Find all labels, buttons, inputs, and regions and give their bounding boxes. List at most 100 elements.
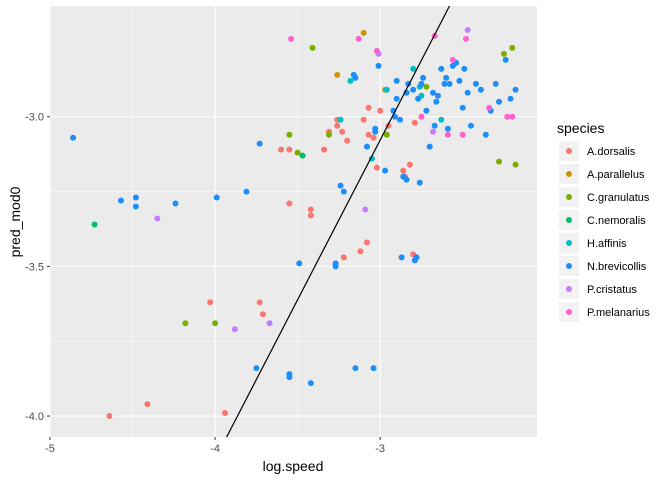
point-n-brevicollis — [340, 188, 347, 195]
point-c-granulatus — [509, 44, 516, 51]
point-n-brevicollis — [512, 86, 519, 93]
point-n-brevicollis — [423, 107, 430, 114]
panel-background — [50, 6, 537, 437]
point-p-melanarius — [288, 35, 295, 42]
point-h-affinis — [438, 116, 445, 123]
point-n-brevicollis — [496, 98, 503, 105]
point-n-brevicollis — [410, 86, 417, 93]
point-n-brevicollis — [441, 80, 448, 87]
y-axis-title: pred_mod0 — [7, 186, 23, 257]
point-a-dorsalis — [286, 146, 293, 153]
point-n-brevicollis — [352, 365, 359, 372]
point-n-brevicollis — [393, 77, 400, 84]
y-tick-label: -3.0 — [25, 112, 44, 124]
point-c-granulatus — [182, 320, 189, 327]
point-n-brevicollis — [213, 194, 220, 201]
point-a-dorsalis — [144, 401, 151, 408]
point-n-brevicollis — [431, 122, 438, 129]
point-a-dorsalis — [307, 206, 314, 213]
point-h-affinis — [347, 77, 354, 84]
point-c-granulatus — [212, 320, 219, 327]
point-a-dorsalis — [411, 119, 418, 126]
point-n-brevicollis — [253, 365, 260, 372]
point-p-cristatus — [464, 26, 471, 33]
point-n-brevicollis — [443, 74, 450, 81]
point-a-dorsalis — [256, 299, 263, 306]
point-n-brevicollis — [418, 80, 425, 87]
point-p-melanarius — [449, 56, 456, 63]
point-n-brevicollis — [464, 89, 471, 96]
point-p-cristatus — [429, 128, 436, 135]
point-p-melanarius — [504, 113, 511, 120]
point-a-dorsalis — [406, 161, 413, 168]
legend-swatch-p-melanarius — [566, 309, 572, 315]
point-n-brevicollis — [296, 260, 303, 267]
point-n-brevicollis — [420, 74, 427, 81]
point-p-melanarius — [355, 35, 362, 42]
point-n-brevicollis — [502, 56, 509, 63]
point-n-brevicollis — [434, 92, 441, 99]
point-a-dorsalis — [321, 146, 328, 153]
legend-swatch-c-nemoralis — [566, 217, 572, 223]
point-c-granulatus — [309, 44, 316, 51]
point-c-granulatus — [423, 83, 430, 90]
point-n-brevicollis — [132, 194, 139, 201]
point-c-granulatus — [496, 158, 503, 165]
point-n-brevicollis — [456, 77, 463, 84]
point-n-brevicollis — [507, 95, 514, 102]
point-a-dorsalis — [278, 146, 285, 153]
point-a-dorsalis — [370, 134, 377, 141]
point-n-brevicollis — [70, 134, 77, 141]
legend-label-h-affinis: H.affinis — [587, 238, 627, 250]
point-p-melanarius — [463, 35, 470, 42]
point-a-dorsalis — [259, 311, 266, 318]
point-a-dorsalis — [334, 122, 341, 129]
point-p-cristatus — [231, 326, 238, 333]
point-n-brevicollis — [117, 197, 124, 204]
legend-label-a-dorsalis: A.dorsalis — [587, 146, 636, 158]
point-a-dorsalis — [400, 167, 407, 174]
y-tick-label: -3.5 — [25, 261, 44, 273]
point-n-brevicollis — [461, 65, 468, 72]
legend-title: species — [557, 120, 604, 136]
point-p-cristatus — [154, 215, 161, 222]
minor-gridlines — [50, 6, 537, 437]
point-n-brevicollis — [415, 95, 422, 102]
legend-swatch-a-parallelus — [566, 171, 572, 177]
point-n-brevicollis — [375, 62, 382, 69]
point-c-granulatus — [383, 131, 390, 138]
point-a-dorsalis — [377, 107, 384, 114]
major-gridlines — [49, 6, 537, 437]
point-p-melanarius — [444, 131, 451, 138]
x-tick-label: -5 — [45, 443, 55, 455]
point-c-nemoralis — [91, 221, 98, 228]
point-n-brevicollis — [467, 122, 474, 129]
point-n-brevicollis — [477, 86, 484, 93]
data-points — [70, 26, 519, 420]
legend-label-a-parallelus: A.parallelus — [587, 169, 645, 181]
point-n-brevicollis — [370, 365, 377, 372]
point-a-parallelus — [334, 71, 341, 78]
point-a-dorsalis — [340, 254, 347, 261]
point-n-brevicollis — [472, 80, 479, 87]
point-p-melanarius — [459, 131, 466, 138]
point-n-brevicollis — [352, 74, 359, 81]
point-a-dorsalis — [286, 200, 293, 207]
point-n-brevicollis — [382, 167, 389, 174]
point-a-dorsalis — [365, 131, 372, 138]
point-n-brevicollis — [433, 98, 440, 105]
point-a-dorsalis — [357, 248, 364, 255]
point-p-melanarius — [486, 104, 493, 111]
point-n-brevicollis — [396, 116, 403, 123]
point-a-dorsalis — [363, 239, 370, 246]
point-n-brevicollis — [393, 95, 400, 102]
point-a-dorsalis — [360, 116, 367, 123]
legend-swatch-c-granulatus — [566, 194, 572, 200]
point-h-affinis — [383, 86, 390, 93]
fit-line-group — [226, 5, 451, 438]
point-n-brevicollis — [459, 104, 466, 111]
point-a-dorsalis — [207, 299, 214, 306]
point-c-granulatus — [286, 131, 293, 138]
point-n-brevicollis — [492, 80, 499, 87]
